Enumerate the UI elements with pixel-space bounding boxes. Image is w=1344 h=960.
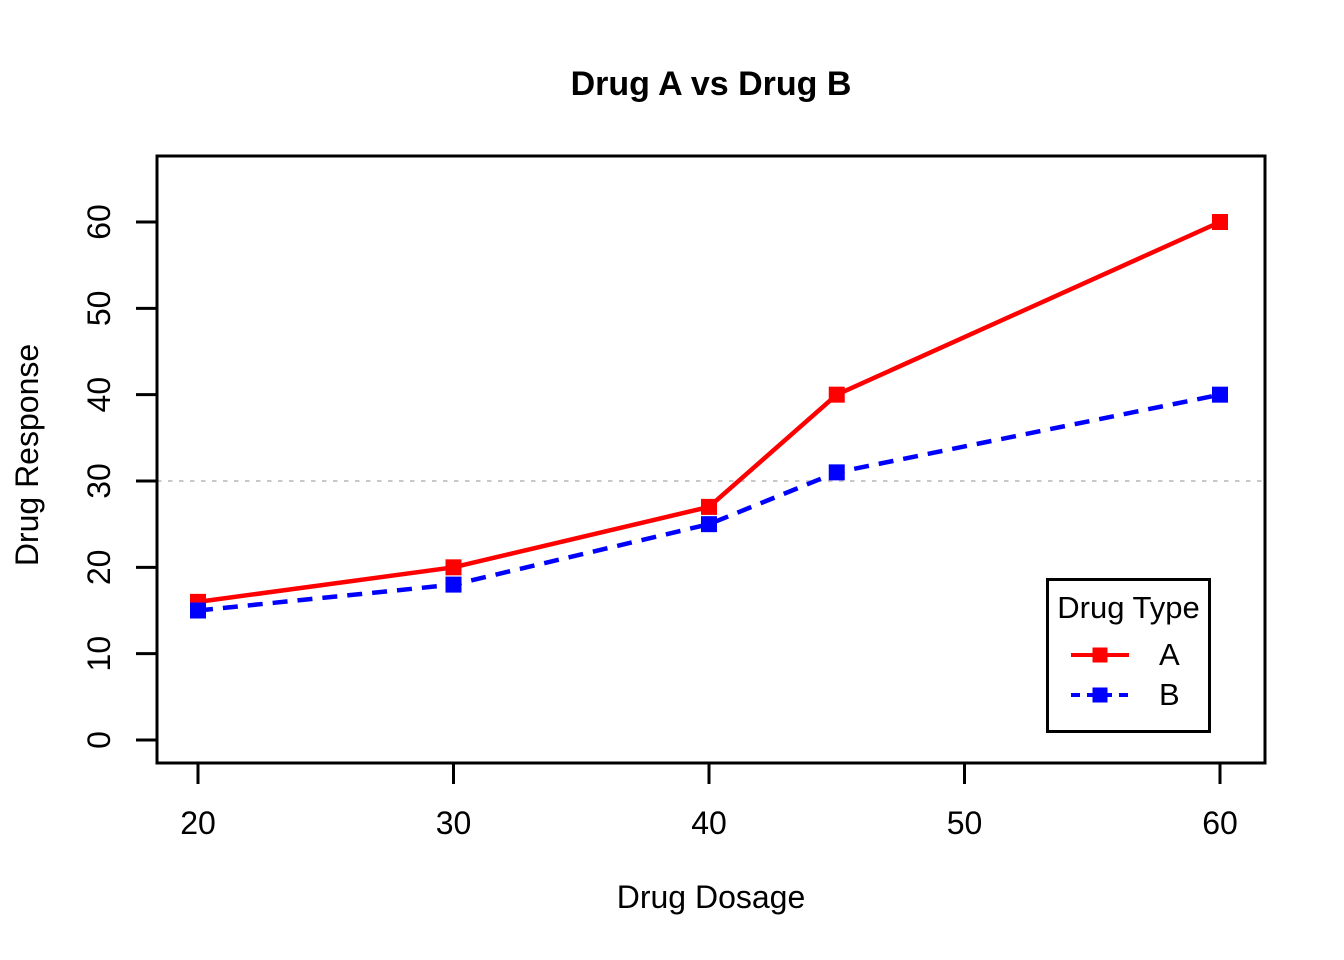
marker-a-30 — [445, 559, 462, 576]
legend-label-a: A — [1159, 637, 1180, 672]
x-tick-label-40: 40 — [691, 805, 727, 841]
chart-title: Drug A vs Drug B — [570, 65, 852, 103]
y-tick-label-20: 20 — [81, 550, 117, 586]
legend-title: Drug Type — [1057, 590, 1200, 625]
y-tick-label-40: 40 — [81, 377, 117, 413]
legend-entry-a: A — [1049, 635, 1208, 675]
x-tick-label-60: 60 — [1202, 805, 1238, 841]
marker-a-60 — [1212, 214, 1228, 230]
y-tick-label-10: 10 — [81, 636, 117, 672]
marker-a-45 — [828, 386, 845, 403]
legend-line-b-icon — [1071, 684, 1129, 706]
marker-b-60 — [1212, 386, 1228, 403]
legend: Drug Type A B — [1046, 578, 1211, 733]
y-tick-label-0: 0 — [81, 731, 117, 749]
legend-line-a-icon — [1071, 644, 1129, 666]
y-tick-label-60: 60 — [81, 204, 117, 240]
y-tick-label-30: 30 — [81, 463, 117, 499]
legend-entry-b: B — [1049, 675, 1208, 715]
marker-b-45 — [828, 464, 845, 481]
legend-label-b: B — [1159, 677, 1180, 712]
y-tick-label-50: 50 — [81, 291, 117, 327]
legend-rows: A B — [1049, 635, 1208, 715]
x-tick-label-20: 20 — [180, 805, 216, 841]
x-axis-title: Drug Dosage — [616, 879, 806, 915]
plot-frame — [155, 154, 1267, 765]
x-tick-label-50: 50 — [947, 805, 983, 841]
marker-b-20 — [190, 602, 206, 619]
x-tick-label-30: 30 — [436, 805, 472, 841]
marker-b-40 — [701, 516, 717, 533]
series-line-a — [197, 219, 1221, 605]
marker-a-40 — [701, 498, 717, 515]
marker-b-30 — [445, 576, 462, 593]
series-line-b — [197, 392, 1221, 613]
